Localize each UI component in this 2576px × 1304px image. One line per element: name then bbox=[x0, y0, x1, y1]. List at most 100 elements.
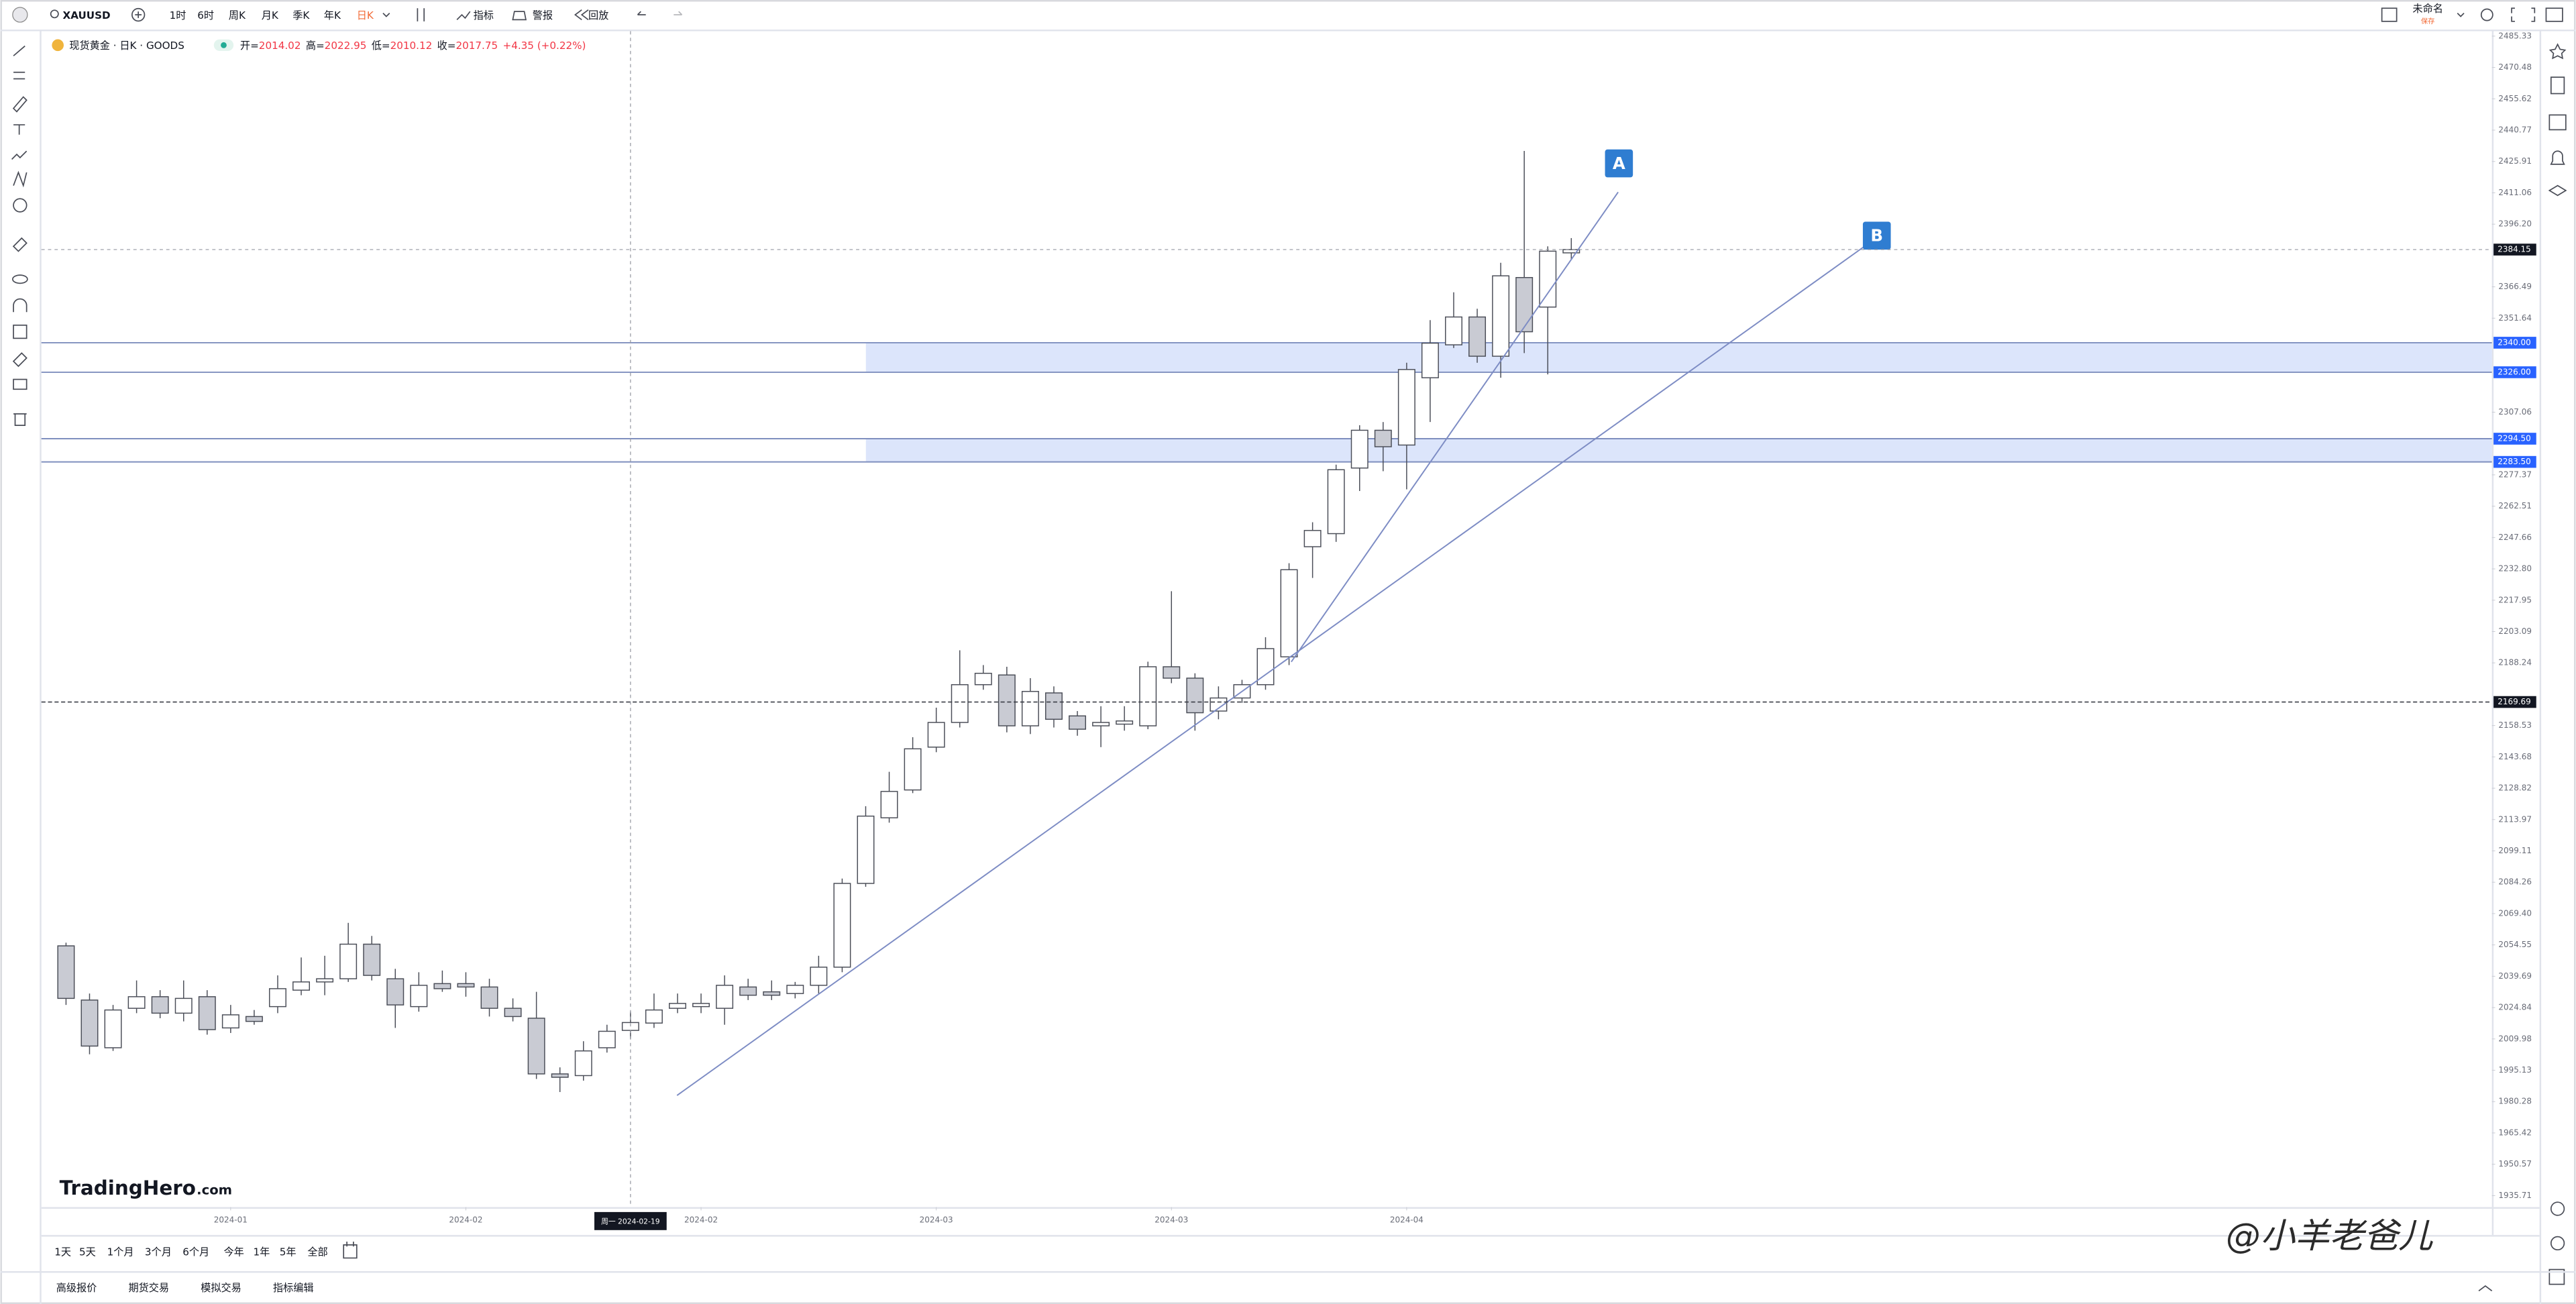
bottom-tab[interactable]: 指标编辑 bbox=[273, 1282, 314, 1294]
zone bbox=[865, 342, 2492, 372]
text-tool[interactable] bbox=[13, 124, 25, 135]
interval-menu-icon[interactable] bbox=[382, 12, 390, 17]
candle-body bbox=[1210, 697, 1228, 712]
toolbar-button[interactable]: 指标 bbox=[474, 9, 494, 21]
fib-tool[interactable] bbox=[13, 71, 25, 80]
fullscreen-icon[interactable] bbox=[2511, 7, 2536, 22]
undo-icon[interactable] bbox=[637, 11, 646, 15]
candle-body bbox=[433, 983, 451, 989]
range-button[interactable]: 1年 bbox=[254, 1246, 270, 1258]
interval-button[interactable]: 年K bbox=[324, 9, 341, 21]
layout-name[interactable]: 未命名 bbox=[2412, 3, 2443, 15]
add-symbol-icon[interactable] bbox=[131, 7, 146, 22]
range-button[interactable]: 1个月 bbox=[107, 1246, 134, 1258]
label-a-box[interactable] bbox=[1605, 149, 1633, 178]
candle-body bbox=[1492, 275, 1510, 357]
y-tick-label: 2470.48 bbox=[2498, 62, 2532, 72]
magnet-tool[interactable] bbox=[13, 298, 28, 313]
y-tick-label: 2366.49 bbox=[2498, 282, 2532, 291]
redo-icon[interactable] bbox=[674, 11, 683, 15]
delete-tool[interactable] bbox=[13, 413, 27, 426]
y-tick-label: 2203.09 bbox=[2498, 627, 2532, 636]
avatar[interactable] bbox=[12, 7, 28, 23]
collapse-icon[interactable] bbox=[2478, 1285, 2493, 1292]
range-button[interactable]: 6个月 bbox=[182, 1246, 209, 1258]
interval-button[interactable]: 月K bbox=[262, 9, 279, 21]
interval-button[interactable]: 1时 bbox=[170, 9, 186, 21]
replay-icon[interactable] bbox=[574, 9, 589, 21]
toolbar-button[interactable]: 回放 bbox=[588, 9, 608, 21]
bottom-tab[interactable]: 模拟交易 bbox=[201, 1282, 241, 1294]
trendline-a[interactable] bbox=[1291, 191, 1619, 663]
candle-body bbox=[763, 991, 781, 996]
interval-button[interactable]: 季K bbox=[292, 9, 310, 21]
calendar-icon[interactable] bbox=[2548, 114, 2567, 131]
layers-icon[interactable] bbox=[2548, 184, 2567, 197]
candle-body bbox=[904, 748, 922, 791]
help-icon[interactable] bbox=[2550, 1236, 2565, 1251]
legend-label: 收= bbox=[437, 40, 456, 52]
y-tick-label: 2307.06 bbox=[2498, 407, 2532, 417]
trendline-b[interactable] bbox=[676, 246, 1865, 1096]
symbol: XAUUSD bbox=[63, 9, 111, 21]
measure-tool[interactable] bbox=[12, 237, 28, 252]
market-status-dot bbox=[221, 42, 227, 48]
search-icon[interactable] bbox=[50, 9, 59, 19]
y-tick-label: 1935.71 bbox=[2498, 1191, 2532, 1200]
candle-body bbox=[1021, 691, 1039, 726]
eraser-tool[interactable] bbox=[12, 352, 28, 368]
trendline-tool[interactable] bbox=[13, 45, 25, 56]
range-button[interactable]: 全部 bbox=[307, 1246, 327, 1258]
alerts-icon[interactable] bbox=[2550, 150, 2565, 165]
details-icon[interactable] bbox=[2550, 76, 2565, 95]
candle-body bbox=[1280, 569, 1298, 657]
candle-body bbox=[1186, 677, 1204, 714]
bottom-tab[interactable]: 高级报价 bbox=[56, 1282, 97, 1294]
edit-tool[interactable] bbox=[13, 324, 28, 339]
pattern-tool[interactable] bbox=[11, 150, 28, 160]
candle-body bbox=[951, 684, 969, 723]
label-b-box[interactable] bbox=[1862, 221, 1891, 250]
settings-icon[interactable] bbox=[2480, 8, 2493, 21]
layout-menu-icon[interactable] bbox=[2457, 12, 2465, 17]
range-button[interactable]: 5年 bbox=[280, 1246, 297, 1258]
candle-body bbox=[527, 1018, 545, 1075]
snapshot-icon[interactable] bbox=[2545, 7, 2563, 22]
y-tick-label: 2099.11 bbox=[2498, 846, 2532, 855]
brush-tool[interactable] bbox=[12, 96, 28, 113]
range-button[interactable]: 1天 bbox=[54, 1246, 71, 1258]
date-range-icon[interactable] bbox=[343, 1241, 358, 1259]
layout-icon[interactable] bbox=[2381, 7, 2398, 22]
icon-tool[interactable] bbox=[13, 198, 28, 213]
candle-body bbox=[104, 1009, 122, 1048]
y-tick-label: 1965.42 bbox=[2498, 1128, 2532, 1137]
toolbar-button[interactable]: 警报 bbox=[533, 9, 553, 21]
brand-suffix: .com bbox=[197, 1183, 232, 1198]
support-icon[interactable] bbox=[2550, 1201, 2565, 1216]
drawing-label: A bbox=[1613, 154, 1625, 173]
candle-body bbox=[1092, 722, 1110, 726]
range-button[interactable]: 今年 bbox=[223, 1246, 244, 1258]
prediction-tool[interactable] bbox=[13, 170, 28, 188]
candle-body bbox=[1374, 429, 1392, 447]
export-icon[interactable] bbox=[2548, 1268, 2565, 1285]
legend-label: 低= bbox=[372, 40, 390, 52]
interval-button[interactable]: 日K bbox=[357, 9, 374, 21]
alert-icon[interactable] bbox=[512, 11, 527, 21]
candle-body bbox=[410, 985, 428, 1008]
chart-type-icon[interactable] bbox=[417, 8, 425, 21]
interval-button[interactable]: 6时 bbox=[197, 9, 214, 21]
y-tick-label: 2232.80 bbox=[2498, 564, 2532, 574]
lock-tool[interactable] bbox=[13, 378, 28, 390]
visibility-tool[interactable] bbox=[11, 274, 28, 284]
last-price-label: 2384.15 bbox=[2498, 245, 2531, 254]
range-button[interactable]: 3个月 bbox=[145, 1246, 172, 1258]
indicator-icon[interactable] bbox=[456, 11, 471, 20]
y-tick-label: 2247.66 bbox=[2498, 533, 2532, 542]
watchlist-icon[interactable] bbox=[2548, 43, 2567, 60]
legend-change: +4.35 (+0.22%) bbox=[503, 40, 586, 52]
interval-button[interactable]: 周K bbox=[229, 9, 246, 21]
bottom-tab[interactable]: 期货交易 bbox=[128, 1282, 169, 1294]
range-button[interactable]: 5天 bbox=[79, 1246, 96, 1258]
